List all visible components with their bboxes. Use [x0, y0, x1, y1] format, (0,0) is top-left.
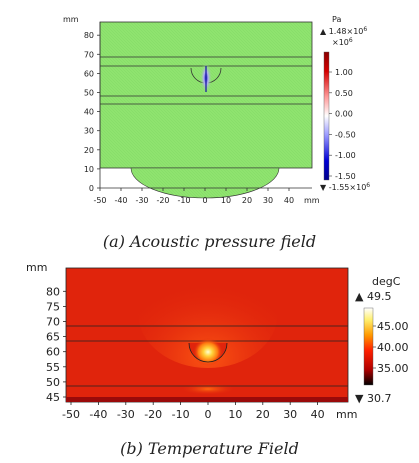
y-tick-label: 65 [46, 331, 60, 344]
x-tick-label: 0 [205, 408, 212, 421]
caption-b: (b) Temperature Field [120, 439, 299, 458]
colorbar-tick-label: 0.50 [335, 89, 353, 98]
colorbar-tick-label: 0.00 [335, 110, 353, 119]
caption-a: (a) Acoustic pressure field [102, 232, 317, 251]
y-tick-label: 50 [46, 376, 60, 389]
colorbar-tick-label: -1.50 [335, 172, 356, 181]
x-tick-label: 40 [311, 408, 325, 421]
x-tick-label: 30 [283, 408, 297, 421]
y-tick-label: 45 [46, 391, 60, 404]
colorbar-tick-label: 1.00 [335, 68, 353, 77]
colorbar-max: ▲ 1.48×106 [320, 26, 367, 36]
cool-boundary [66, 397, 348, 402]
y-unit-label: mm [63, 15, 79, 24]
y-axis: 45 50 55 60 65 70 75 80 [46, 285, 66, 404]
colorbar-scale: ×106 [332, 37, 353, 47]
acoustic-pressure-figure: mm 0 10 20 30 40 50 60 70 80 -50 -40 -30 -20 -10 0 10 2… [0, 0, 419, 228]
y-tick-label: 60 [46, 346, 60, 359]
x-tick-label: 40 [284, 196, 294, 205]
y-axis: 0 10 20 30 40 50 60 70 80 [84, 22, 101, 193]
colorbar-gradient [323, 51, 330, 181]
x-tick-label: 10 [228, 408, 242, 421]
x-tick-label: -30 [135, 196, 148, 205]
y-tick-label: 55 [46, 361, 60, 374]
colorbar-tick-label: -0.50 [335, 130, 356, 139]
heat-plume [138, 258, 278, 368]
x-tick-label: 30 [263, 196, 273, 205]
transducer-region [130, 167, 280, 199]
pressure-field [99, 21, 313, 169]
x-tick-label: -30 [117, 408, 135, 421]
x-tick-label: 20 [242, 196, 252, 205]
colorbar-tick-label: 35.00 [377, 362, 409, 375]
heat-layer-spot [180, 383, 236, 395]
temperature-plot: mm 45 50 55 60 65 70 75 80 -50 -40 -30 -20 -10 0 10 20… [26, 258, 409, 421]
x-tick-label: -40 [89, 408, 107, 421]
y-tick-label: 75 [46, 300, 60, 313]
y-tick-label: 10 [84, 165, 94, 174]
colorbar-tick-label: 45.00 [377, 320, 409, 333]
x-unit-label: mm [336, 408, 357, 421]
y-tick-label: 60 [84, 69, 94, 78]
x-tick-label: -40 [114, 196, 127, 205]
y-tick-label: 20 [84, 146, 94, 155]
temperature-colorbar: degC ▲ 49.5 45.00 40.00 35.00 ▼ 30.7 [355, 275, 409, 405]
colorbar-gradient [363, 307, 374, 386]
x-axis: -50 -40 -30 -20 -10 0 10 20 30 40 [62, 402, 325, 421]
colorbar-max: ▲ 49.5 [355, 290, 391, 303]
x-tick-label: -50 [62, 408, 80, 421]
x-tick-label: -20 [156, 196, 169, 205]
y-tick-label: 70 [84, 50, 94, 59]
x-unit-label: mm [304, 196, 320, 205]
y-unit-label: mm [26, 261, 47, 274]
y-tick-label: 40 [84, 108, 94, 117]
focal-region-outline [188, 342, 228, 363]
colorbar-unit: degC [372, 275, 401, 288]
acoustic-pressure-plot: mm 0 10 20 30 40 50 60 70 80 -50 -40 -30 -20 -10 0 10 2… [63, 15, 370, 205]
colorbar-tick-label: 40.00 [377, 341, 409, 354]
x-tick-label: -20 [144, 408, 162, 421]
x-tick-label: -10 [172, 408, 190, 421]
y-tick-label: 80 [46, 285, 60, 298]
x-axis: -50 -40 -30 -20 -10 0 10 20 30 40 [93, 187, 312, 205]
colorbar-min: ▼ 30.7 [355, 392, 391, 405]
y-tick-label: 0 [89, 184, 94, 193]
y-tick-label: 50 [84, 89, 94, 98]
hotspot [193, 338, 223, 366]
x-tick-label: 20 [256, 408, 270, 421]
colorbar-unit: Pa [332, 15, 341, 24]
colorbar-tick-label: -1.00 [335, 151, 356, 160]
x-tick-label: 0 [202, 196, 207, 205]
x-tick-label: -10 [177, 196, 190, 205]
y-tick-label: 70 [46, 316, 60, 329]
pressure-colorbar: Pa ▲ 1.48×106 ×106 1.00 0.50 0.00 -0.50 -1.0… [320, 15, 370, 192]
y-tick-label: 30 [84, 127, 94, 136]
colorbar-min: ▼ -1.55×106 [320, 182, 370, 192]
y-tick-label: 80 [84, 31, 94, 40]
x-tick-label: 10 [221, 196, 231, 205]
x-tick-label: -50 [93, 196, 106, 205]
temperature-figure: mm 45 50 55 60 65 70 75 80 -50 -40 -30 -20 -10 0 10 20… [0, 258, 419, 438]
